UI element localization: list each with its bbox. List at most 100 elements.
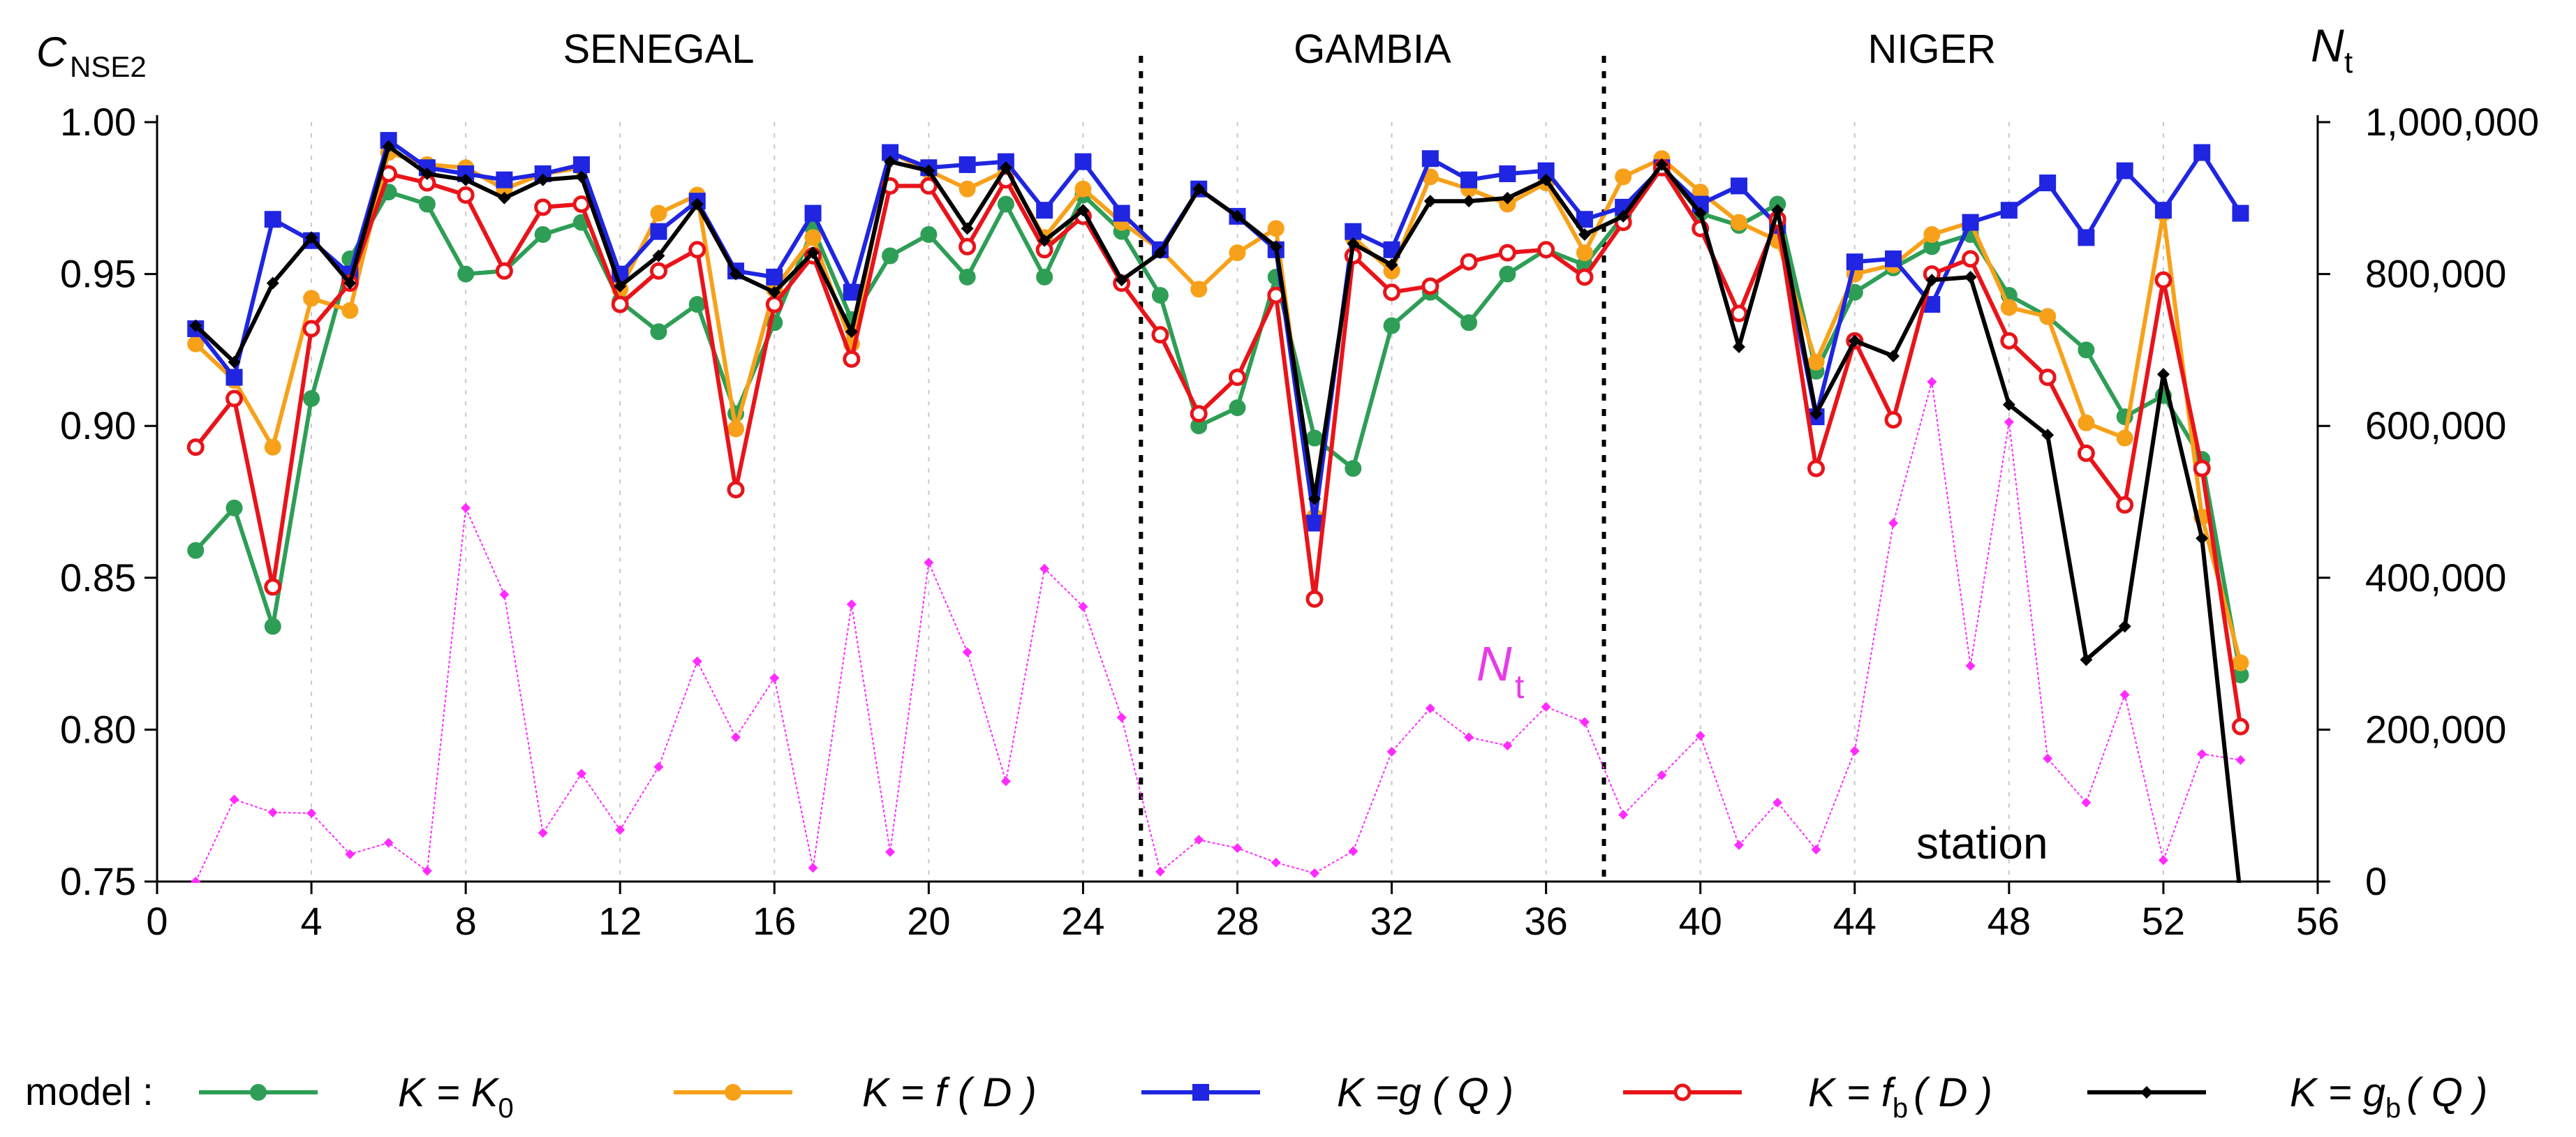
data-point bbox=[2118, 620, 2131, 633]
data-point bbox=[1348, 846, 1359, 856]
y2-tick-label: 600,000 bbox=[2365, 403, 2506, 447]
region-label: SENEGAL bbox=[563, 27, 754, 72]
data-point bbox=[1308, 492, 1322, 505]
data-point bbox=[1306, 429, 1324, 447]
data-point bbox=[1271, 857, 1281, 868]
data-point bbox=[576, 768, 586, 779]
data-point bbox=[186, 438, 205, 456]
data-point bbox=[1115, 274, 1128, 287]
legend-marker bbox=[2140, 1086, 2153, 1099]
y-tick-label: 0.90 bbox=[60, 403, 136, 447]
data-point bbox=[459, 173, 473, 186]
nt-series-label: N bbox=[1476, 637, 1512, 691]
data-point bbox=[1232, 843, 1243, 854]
legend-marker bbox=[250, 1084, 267, 1101]
left-axis-label: C bbox=[36, 29, 67, 75]
legend-label-main: K = g bbox=[2290, 1070, 2385, 1115]
data-point bbox=[1499, 265, 1516, 283]
data-point bbox=[769, 673, 780, 683]
region-dividers bbox=[1139, 56, 1606, 882]
x-tick-label: 28 bbox=[1215, 899, 1259, 943]
data-point bbox=[961, 222, 974, 235]
x-tick-label: 48 bbox=[1987, 899, 2031, 943]
data-point bbox=[1423, 195, 1437, 208]
data-point bbox=[1807, 353, 1825, 371]
data-point bbox=[420, 167, 434, 180]
x-tick-label: 0 bbox=[146, 899, 168, 943]
data-point bbox=[2193, 144, 2211, 161]
data-point bbox=[534, 198, 552, 216]
data-point bbox=[1617, 209, 1630, 223]
data-point bbox=[1192, 182, 1206, 195]
data-point bbox=[1657, 770, 1667, 780]
data-point bbox=[1153, 246, 1167, 260]
legend-label: K =g ( Q ) bbox=[1337, 1070, 1513, 1115]
data-point bbox=[2077, 444, 2095, 462]
data-point bbox=[1231, 209, 1244, 223]
x-tick-label: 24 bbox=[1061, 899, 1104, 943]
data-point bbox=[2000, 299, 2018, 316]
data-point bbox=[536, 173, 549, 186]
data-point bbox=[1074, 153, 1092, 170]
data-point bbox=[2231, 718, 2249, 736]
data-point bbox=[1229, 399, 1246, 417]
data-point bbox=[688, 296, 706, 313]
data-point bbox=[1036, 268, 1053, 285]
data-point bbox=[768, 285, 781, 299]
y2-tick-label: 0 bbox=[2365, 859, 2387, 903]
data-point bbox=[191, 877, 201, 883]
data-point bbox=[2043, 753, 2053, 764]
data-point bbox=[266, 276, 279, 290]
data-point bbox=[345, 849, 355, 859]
legend-label-main: K =g ( Q ) bbox=[1337, 1070, 1513, 1115]
data-point bbox=[1038, 234, 1051, 247]
x-tick-label: 56 bbox=[2296, 899, 2339, 943]
data-point bbox=[958, 237, 977, 255]
data-point bbox=[808, 863, 818, 873]
data-point bbox=[2081, 797, 2092, 808]
data-point bbox=[615, 825, 626, 835]
data-point bbox=[804, 229, 822, 246]
data-point bbox=[2078, 229, 2095, 246]
legend-label: K = f ( D ) bbox=[862, 1070, 1037, 1115]
chart-labels: C NSE2 N t station N t SENEGAL GAMBIA NIGE… bbox=[36, 20, 2353, 868]
data-point bbox=[2193, 459, 2211, 477]
data-point bbox=[1962, 214, 1979, 231]
data-point bbox=[187, 542, 205, 559]
data-point bbox=[1000, 776, 1011, 787]
data-point bbox=[422, 865, 432, 876]
data-point bbox=[2154, 202, 2172, 219]
data-point bbox=[1541, 701, 1551, 712]
data-point bbox=[882, 247, 899, 265]
data-point bbox=[341, 302, 359, 319]
data-point bbox=[920, 226, 938, 244]
data-point bbox=[2080, 653, 2093, 667]
legend-label: K = fb( D ) bbox=[1808, 1070, 1992, 1124]
data-point bbox=[1155, 866, 1165, 877]
series-1 bbox=[187, 144, 2249, 671]
x-tick-label: 12 bbox=[598, 899, 642, 943]
data-point bbox=[958, 180, 976, 198]
y-tick-label: 0.80 bbox=[60, 707, 136, 751]
series-line bbox=[195, 381, 2241, 882]
data-point bbox=[2041, 429, 2055, 442]
x-tick-label: 20 bbox=[907, 899, 950, 943]
data-point bbox=[2119, 690, 2130, 700]
data-point bbox=[306, 808, 317, 819]
data-point bbox=[1385, 258, 1398, 272]
data-point bbox=[846, 599, 857, 609]
legend-label-tail: ( Q ) bbox=[2406, 1070, 2487, 1115]
data-point bbox=[1113, 205, 1130, 222]
data-point bbox=[305, 231, 318, 244]
data-point bbox=[1730, 214, 1747, 231]
legend-label-tail: ( D ) bbox=[1914, 1070, 1992, 1115]
data-point bbox=[2038, 369, 2057, 387]
legend-label: K = gb( Q ) bbox=[2290, 1070, 2487, 1124]
data-point bbox=[1888, 518, 1899, 528]
data-point bbox=[383, 838, 394, 848]
x-tick-label: 8 bbox=[455, 899, 477, 943]
data-point bbox=[2232, 205, 2249, 222]
data-point bbox=[264, 578, 282, 596]
data-point bbox=[2039, 308, 2057, 325]
